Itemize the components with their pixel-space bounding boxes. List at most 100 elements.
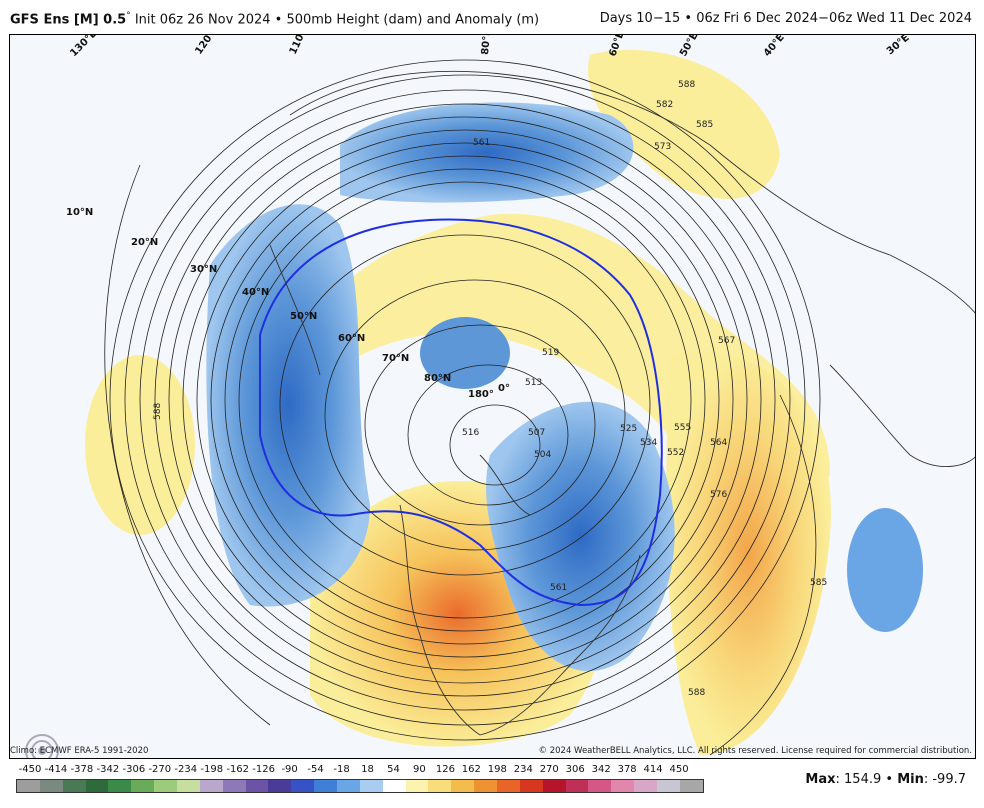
colorbar-label: 450 xyxy=(669,764,689,775)
height-contour xyxy=(449,404,541,486)
colorbar-label: -126 xyxy=(252,764,276,775)
lat-label: 70°N xyxy=(382,353,409,364)
contour-label: 588 xyxy=(678,80,695,90)
colorbar-label: -234 xyxy=(174,764,198,775)
colorbar-label: -378 xyxy=(70,764,94,775)
colorbar-swatch xyxy=(542,780,566,792)
height-contour xyxy=(124,74,806,726)
map[interactable]: 10°N 20°N 30°N 40°N 50°N 60°N 70°N 80°N … xyxy=(9,34,976,759)
height-contour xyxy=(324,279,626,551)
lat-label: 60°N xyxy=(338,333,365,344)
coastline xyxy=(479,554,641,736)
height-contour xyxy=(154,103,776,697)
colorbar-swatch xyxy=(222,780,246,792)
colorbar-swatch xyxy=(451,780,475,792)
anomaly-positive-west xyxy=(85,355,195,535)
height-contour xyxy=(709,394,817,756)
lon-label: 50°E xyxy=(678,35,700,59)
colorbar-swatch xyxy=(291,780,315,792)
colorbar-label: 306 xyxy=(565,764,585,775)
max-label: Max xyxy=(805,772,836,787)
separator: • xyxy=(881,772,898,787)
colorbar-label: -270 xyxy=(148,764,172,775)
coastlines xyxy=(269,70,975,736)
colorbar-swatch xyxy=(588,780,612,792)
valid-period: Days 10−15 • 06z Fri 6 Dec 2024−06z Wed … xyxy=(599,11,972,26)
anomaly-fill xyxy=(85,49,923,755)
contour-value-labels: 561 588 585 582 573 567 519 513 507 504 … xyxy=(153,80,827,698)
height-contour xyxy=(196,142,734,658)
lat-label: 30°N xyxy=(190,264,217,275)
colorbar-label: -306 xyxy=(122,764,146,775)
header: GFS Ens [M] 0.5° Init 06z 26 Nov 2024 • … xyxy=(0,0,984,34)
colorbar-label: 18 xyxy=(361,764,374,775)
grid-longitude-labels: 130°E 120°E 110°E 80°E 60°E 50°E 40°E 30… xyxy=(68,35,911,59)
contour-label: 561 xyxy=(473,138,490,148)
colorbar-swatch xyxy=(679,780,703,792)
colorbar-label: 54 xyxy=(387,764,400,775)
colorbar-label: -162 xyxy=(226,764,250,775)
colorbar-swatch xyxy=(85,780,109,792)
climo-note: Climo: ECMWF ERA-5 1991-2020 xyxy=(10,746,149,756)
contour-label: 552 xyxy=(667,448,684,458)
contour-label: 576 xyxy=(710,490,727,500)
colorbar-label: 198 xyxy=(487,764,507,775)
height-contour xyxy=(109,59,821,741)
colorbar-swatch xyxy=(359,780,383,792)
min-label: Min xyxy=(897,772,924,787)
coastline xyxy=(269,244,321,376)
colorbar-label: -198 xyxy=(200,764,224,775)
coastline xyxy=(479,454,531,516)
lat-label: 20°N xyxy=(131,237,158,248)
colorbar-label: 414 xyxy=(643,764,663,775)
colorbar-swatch xyxy=(519,780,543,792)
anomaly-positive-europe-north xyxy=(588,49,780,199)
lon-label: 0° xyxy=(498,383,510,394)
lon-label: 40°E xyxy=(762,35,787,59)
highlight-contour-540 xyxy=(259,218,663,607)
height-contour xyxy=(224,168,706,632)
colorbar-swatch xyxy=(268,780,292,792)
colorbar-swatch xyxy=(177,780,200,792)
contour-label: 588 xyxy=(688,688,705,698)
map-canvas: 10°N 20°N 30°N 40°N 50°N 60°N 70°N 80°N … xyxy=(66,35,975,756)
colorbar-swatch xyxy=(314,780,338,792)
contour-label: 534 xyxy=(640,438,657,448)
height-contour xyxy=(407,364,569,506)
coastline xyxy=(709,144,975,314)
colorbar-label: 270 xyxy=(539,764,559,775)
contour-label: 564 xyxy=(710,438,727,448)
contour-label: 573 xyxy=(654,142,671,152)
contour-label: 519 xyxy=(542,348,559,358)
colorbar-swatch xyxy=(337,780,360,792)
colorbar-label: 234 xyxy=(513,764,533,775)
colorbar: -450 -414 -378 -342 -306 -270 -234 -198 -162 -126… xyxy=(16,764,704,793)
colorbar-swatch xyxy=(634,780,658,792)
colorbar-swatch xyxy=(428,780,452,792)
anomaly-negative-pole xyxy=(420,317,510,389)
max-value: 154.9 xyxy=(844,772,882,787)
lon-label: 180° xyxy=(468,389,494,400)
height-contour xyxy=(210,155,720,645)
colorbar-label: 126 xyxy=(435,764,455,775)
colorbar-label: -90 xyxy=(281,764,298,775)
anomaly-negative-eastern-na xyxy=(486,401,675,672)
coastline xyxy=(829,364,975,467)
lon-label: 120°E xyxy=(193,35,221,57)
max-min-readout: Max: 154.9 • Min: -99.7 xyxy=(805,772,966,787)
contour-label: 525 xyxy=(620,424,637,434)
lon-label: 110°E xyxy=(288,35,312,56)
contour-label: 588 xyxy=(153,403,163,420)
height-contour xyxy=(139,89,791,711)
lat-label: 80°N xyxy=(424,373,451,384)
height-contour xyxy=(104,164,271,726)
height-contour xyxy=(182,129,748,671)
anomaly-negative-atlantic xyxy=(847,508,923,632)
lon-label: 130°E xyxy=(68,35,99,59)
colorbar-swatches xyxy=(16,779,704,793)
colorbar-swatch xyxy=(39,780,63,792)
colorbar-label: 342 xyxy=(591,764,611,775)
contour-label: 504 xyxy=(534,450,551,460)
colorbar-label: -342 xyxy=(96,764,120,775)
grid-latitude-labels: 10°N 20°N 30°N 40°N 50°N 60°N 70°N 80°N … xyxy=(66,207,510,400)
